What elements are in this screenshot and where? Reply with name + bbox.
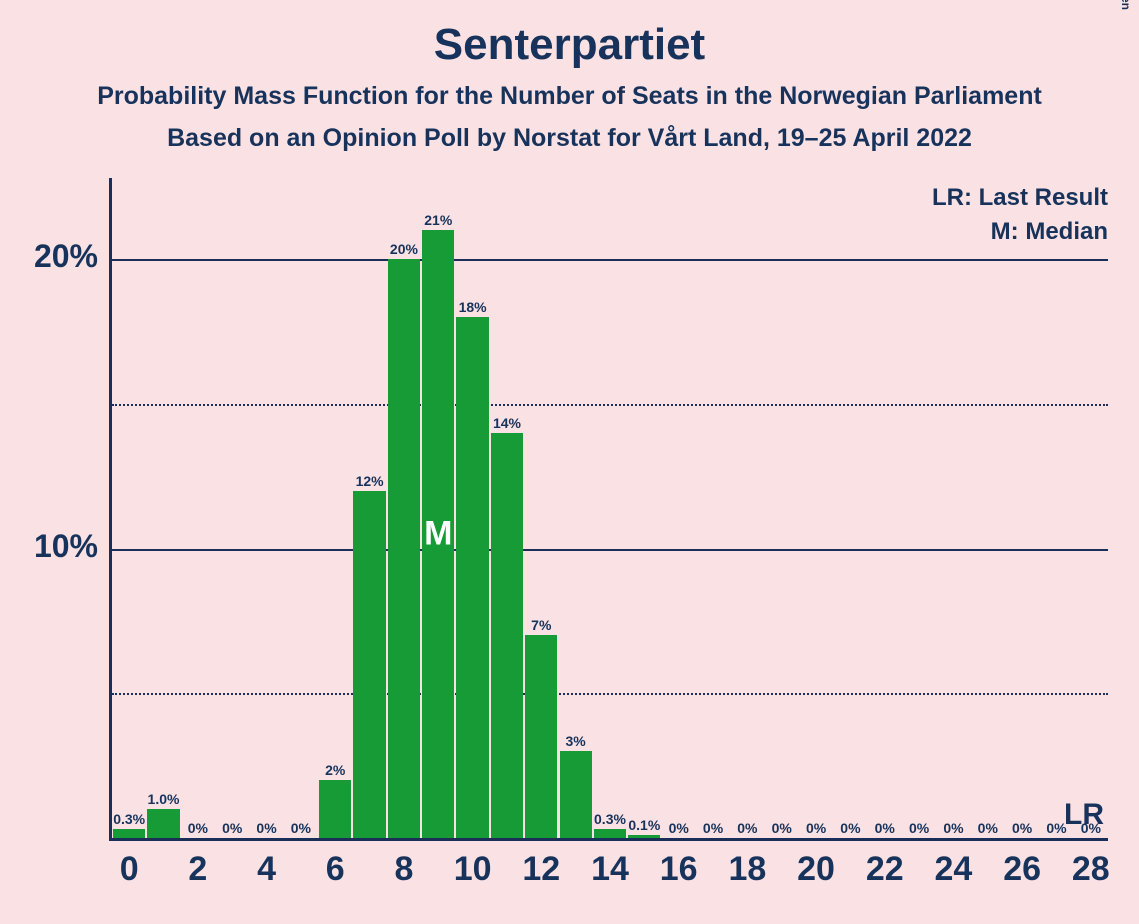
y-tick-label: 10% bbox=[0, 528, 98, 565]
bar-value-label: 0.3% bbox=[112, 811, 146, 827]
y-tick-label: 20% bbox=[0, 238, 98, 275]
bar-value-label: 0% bbox=[181, 820, 215, 836]
bar bbox=[353, 491, 385, 838]
bar-value-label: 0% bbox=[936, 820, 970, 836]
bar-value-label: 0% bbox=[1005, 820, 1039, 836]
chart-subtitle-1: Probability Mass Function for the Number… bbox=[0, 82, 1139, 111]
bar-value-label: 21% bbox=[421, 212, 455, 228]
x-tick-label: 14 bbox=[576, 850, 645, 889]
bar bbox=[525, 635, 557, 838]
chart-title: Senterpartiet bbox=[0, 20, 1139, 70]
x-tick-label: 28 bbox=[1056, 850, 1125, 889]
bar-value-label: 0% bbox=[971, 820, 1005, 836]
copyright-text: © 2025 Filip van Laenen bbox=[1119, 0, 1133, 10]
bar-value-label: 14% bbox=[490, 415, 524, 431]
x-tick-label: 4 bbox=[232, 850, 301, 889]
bar-value-label: 12% bbox=[352, 473, 386, 489]
bar-value-label: 0% bbox=[799, 820, 833, 836]
x-tick-label: 12 bbox=[507, 850, 576, 889]
bar-value-label: 0% bbox=[284, 820, 318, 836]
bar-value-label: 0% bbox=[833, 820, 867, 836]
legend-last-result: LR: Last Result bbox=[932, 184, 1108, 212]
bar-value-label: 0% bbox=[249, 820, 283, 836]
x-tick-label: 22 bbox=[850, 850, 919, 889]
bar-value-label: 0% bbox=[868, 820, 902, 836]
grid-line bbox=[112, 259, 1108, 261]
bar-value-label: 0.1% bbox=[627, 817, 661, 833]
bar bbox=[560, 751, 592, 838]
grid-line bbox=[112, 693, 1108, 695]
plot-area: 0.3%1.0%0%0%0%0%2%12%20%21%18%14%7%3%0.3… bbox=[112, 178, 1108, 838]
bar-value-label: 0% bbox=[765, 820, 799, 836]
bar-value-label: 2% bbox=[318, 762, 352, 778]
chart-subtitle-2: Based on an Opinion Poll by Norstat for … bbox=[0, 124, 1139, 153]
y-axis bbox=[109, 178, 112, 841]
last-result-marker: LR bbox=[1064, 798, 1104, 832]
x-tick-label: 26 bbox=[988, 850, 1057, 889]
grid-line bbox=[112, 404, 1108, 406]
bar-value-label: 3% bbox=[558, 733, 592, 749]
legend-median: M: Median bbox=[991, 218, 1108, 246]
bar bbox=[147, 809, 179, 838]
x-tick-label: 6 bbox=[301, 850, 370, 889]
bar bbox=[456, 317, 488, 838]
bar-value-label: 0% bbox=[696, 820, 730, 836]
bar-value-label: 1.0% bbox=[146, 791, 180, 807]
bar bbox=[113, 829, 145, 838]
x-tick-label: 0 bbox=[95, 850, 164, 889]
x-tick-label: 24 bbox=[919, 850, 988, 889]
x-tick-label: 16 bbox=[644, 850, 713, 889]
x-axis bbox=[109, 838, 1108, 841]
bar bbox=[388, 259, 420, 838]
bar bbox=[491, 433, 523, 838]
bar-value-label: 0% bbox=[730, 820, 764, 836]
bar-value-label: 20% bbox=[387, 241, 421, 257]
bar-value-label: 18% bbox=[455, 299, 489, 315]
bar bbox=[594, 829, 626, 838]
bar-value-label: 7% bbox=[524, 617, 558, 633]
x-tick-label: 18 bbox=[713, 850, 782, 889]
bar-value-label: 0.3% bbox=[593, 811, 627, 827]
x-tick-label: 20 bbox=[782, 850, 851, 889]
chart-container: Senterpartiet Probability Mass Function … bbox=[0, 0, 1139, 924]
bar-value-label: 0% bbox=[662, 820, 696, 836]
bar-value-label: 0% bbox=[215, 820, 249, 836]
x-tick-label: 2 bbox=[164, 850, 233, 889]
x-tick-label: 10 bbox=[438, 850, 507, 889]
x-tick-label: 8 bbox=[370, 850, 439, 889]
bar bbox=[319, 780, 351, 838]
median-marker: M bbox=[424, 515, 452, 554]
bar-value-label: 0% bbox=[902, 820, 936, 836]
grid-line bbox=[112, 549, 1108, 551]
